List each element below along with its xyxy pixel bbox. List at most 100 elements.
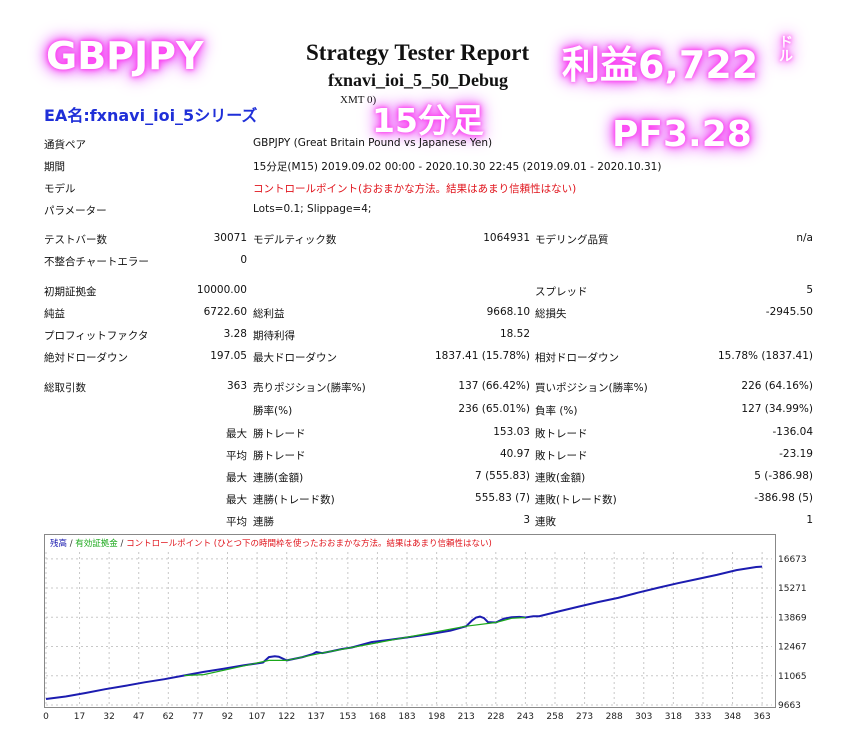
avg-win-value: 40.97: [499, 448, 530, 460]
deposit-value: 10000.00: [196, 284, 247, 296]
x-tick-label: 258: [546, 712, 563, 722]
expected-label: 期待利得: [253, 330, 295, 342]
gross-loss-value: -2945.50: [765, 306, 813, 318]
x-tick-label: 107: [248, 712, 265, 722]
avg-label: 平均: [226, 450, 247, 462]
bars-label: テストバー数: [44, 234, 107, 246]
spread-value: 5: [806, 284, 813, 296]
net-label: 純益: [44, 308, 65, 320]
y-tick-label: 11065: [778, 672, 807, 682]
gross-profit-label: 総利益: [253, 308, 285, 320]
x-tick-label: 333: [694, 712, 711, 722]
x-tick-label: 77: [192, 712, 203, 722]
net-value: 6722.60: [203, 306, 247, 318]
expected-value: 18.52: [499, 328, 530, 340]
max-cons-losses-value: 5 (-386.98): [754, 470, 813, 482]
y-tick-labels: 16673 15271 13869 12467 11065 9663: [778, 555, 807, 711]
max-dd-label: 最大ドローダウン: [253, 352, 337, 364]
x-tick-label: 243: [517, 712, 534, 722]
params-label: パラメーター: [44, 205, 107, 217]
y-tick-label: 15271: [778, 584, 807, 594]
x-tick-label: 47: [133, 712, 144, 722]
pf-value: 3.28: [223, 328, 247, 340]
x-tick-label: 168: [369, 712, 386, 722]
x-tick-label: 92: [222, 712, 233, 722]
max-label-3: 最大: [226, 494, 247, 506]
avg-loss-label: 敗トレード: [535, 450, 588, 462]
largest-win-value: 153.03: [493, 426, 530, 438]
max-cons-profit-label: 連勝(トレード数): [253, 494, 335, 506]
overlay-timeframe: 15分足: [372, 101, 484, 140]
win-rate-value: 236 (65.01%): [458, 403, 530, 415]
largest-win-label: 勝トレード: [253, 428, 306, 440]
report-title: Strategy Tester Report: [306, 40, 530, 65]
quality-value: n/a: [796, 232, 813, 244]
short-value: 137 (66.42%): [458, 380, 530, 392]
gross-loss-label: 総損失: [535, 308, 567, 320]
x-tick-labels: 0 17 32 47 62 77 92 107 122 137 153 168 183 198 213 228…: [43, 712, 771, 722]
x-tick-label: 318: [665, 712, 682, 722]
avg-cons-wins-label: 連勝: [253, 516, 274, 528]
legend-balance: 残高: [50, 538, 67, 549]
x-tick-label: 183: [398, 712, 415, 722]
long-value: 226 (64.16%): [741, 380, 813, 392]
total-trades-value: 363: [226, 380, 247, 392]
x-tick-label: 198: [428, 712, 445, 722]
abs-dd-label: 絶対ドローダウン: [44, 352, 128, 364]
x-tick-label: 0: [43, 712, 49, 722]
x-tick-label: 213: [458, 712, 475, 722]
largest-loss-value: -136.04: [772, 426, 813, 438]
equity-line: [184, 616, 526, 677]
deposit-label: 初期証拠金: [44, 286, 97, 298]
chart-legend: 残高 / 有効証拠金 / コントロールポイント (ひとつ下の時間枠を使ったおおま…: [50, 538, 492, 549]
symbol-label: 通貨ペア: [44, 139, 86, 151]
legend-note: コントロールポイント (ひとつ下の時間枠を使ったおおまかな方法。結果はあまり信頼…: [126, 538, 492, 549]
overlay-profit: 利益6,722: [562, 43, 759, 87]
x-tick-label: 288: [606, 712, 623, 722]
max-label-2: 最大: [226, 472, 247, 484]
avg-win-label: 勝トレード: [253, 450, 306, 462]
ea-name: EA名:fxnavi_ioi_5シリーズ: [44, 106, 258, 125]
x-tick-label: 348: [724, 712, 741, 722]
y-tick-label: 13869: [778, 613, 807, 623]
y-tick-label: 9663: [778, 701, 801, 711]
max-dd-value: 1837.41 (15.78%): [435, 350, 530, 362]
params-value: Lots=0.1; Slippage=4;: [253, 203, 372, 215]
rel-dd-value: 15.78% (1837.41): [718, 350, 813, 362]
x-tick-label: 273: [576, 712, 593, 722]
overlay-pair: GBPJPY: [46, 34, 204, 78]
model-value: コントロールポイント(おおまかな方法。結果はあまり信頼性はない): [253, 183, 577, 195]
win-rate-label: 勝率(%): [253, 405, 293, 417]
report-subtitle: fxnavi_ioi_5_50_Debug: [328, 70, 509, 90]
ticks-value: 1064931: [483, 232, 530, 244]
legend-equity: 有効証拠金: [75, 538, 118, 549]
rel-dd-label: 相対ドローダウン: [535, 352, 619, 364]
max-cons-loss-label: 連敗(トレード数): [535, 494, 617, 506]
long-label: 買いポジション(勝率%): [535, 382, 648, 394]
x-tick-label: 62: [163, 712, 174, 722]
x-tick-label: 17: [74, 712, 85, 722]
avg-loss-value: -23.19: [779, 448, 813, 460]
avg-cons-losses-value: 1: [806, 514, 813, 526]
loss-rate-label: 負率 (%): [535, 405, 578, 417]
x-tick-label: 228: [487, 712, 504, 722]
ticks-label: モデルティック数: [253, 234, 337, 246]
short-label: 売りポジション(勝率%): [253, 382, 366, 394]
model-label: モデル: [44, 183, 76, 195]
avg-cons-losses-label: 連敗: [535, 516, 556, 528]
x-tick-label: 137: [308, 712, 325, 722]
mismatch-label: 不整合チャートエラー: [44, 256, 149, 268]
x-tick-label: 122: [278, 712, 295, 722]
spread-label: スプレッド: [535, 286, 588, 298]
x-tick-label: 32: [103, 712, 114, 722]
mismatch-value: 0: [240, 254, 247, 266]
avg-label-2: 平均: [226, 516, 247, 528]
max-cons-profit-value: 555.83 (7): [475, 492, 530, 504]
max-label: 最大: [226, 428, 247, 440]
symbol-value: GBPJPY (Great Britain Pound vs Japanese …: [253, 137, 493, 149]
max-cons-loss-value: -386.98 (5): [754, 492, 813, 504]
avg-cons-wins-value: 3: [523, 514, 530, 526]
abs-dd-value: 197.05: [210, 350, 247, 362]
server-line: XMT 0): [340, 94, 377, 106]
